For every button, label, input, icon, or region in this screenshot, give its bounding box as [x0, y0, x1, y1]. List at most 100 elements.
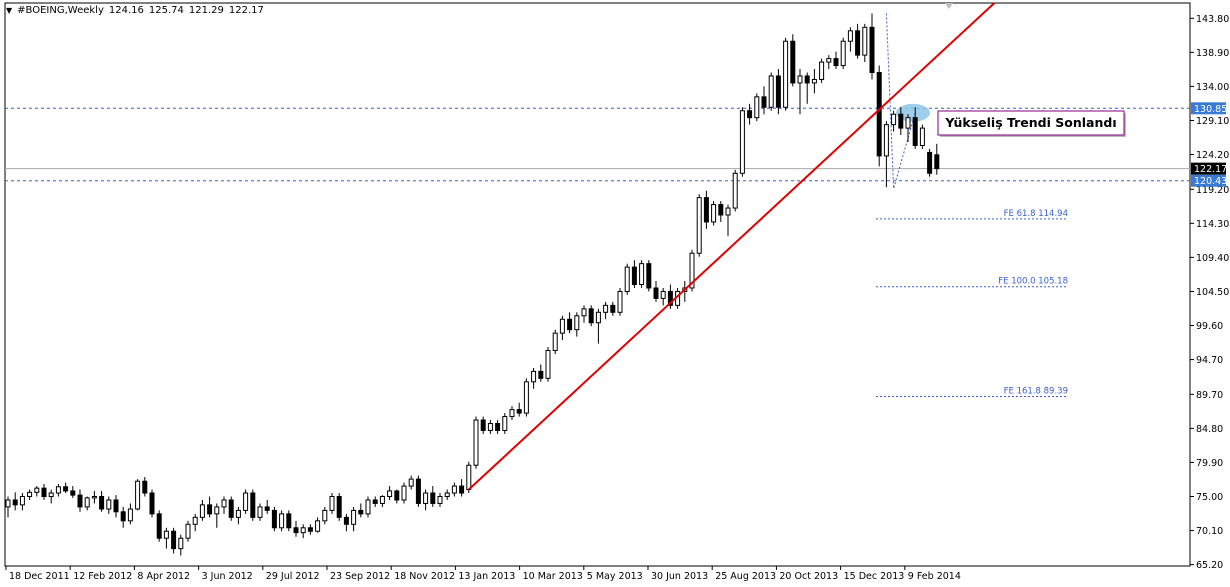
candle-bullish[interactable]: [617, 290, 623, 313]
candle-bullish[interactable]: [487, 423, 493, 431]
candle-bullish[interactable]: [5, 499, 11, 508]
candle-bullish[interactable]: [840, 40, 846, 67]
candle-bearish[interactable]: [833, 58, 839, 67]
candle-bearish[interactable]: [790, 40, 796, 84]
candle-bearish[interactable]: [588, 308, 594, 324]
candle-bullish[interactable]: [783, 40, 789, 108]
candle-bullish[interactable]: [444, 492, 450, 497]
candle-bullish[interactable]: [379, 495, 385, 504]
candle-bullish[interactable]: [315, 520, 321, 532]
uptrend-line[interactable]: [468, 2, 996, 491]
candle-bullish[interactable]: [27, 491, 33, 497]
candle-bullish[interactable]: [329, 495, 335, 511]
candle-bullish[interactable]: [257, 506, 263, 518]
candle-bearish[interactable]: [898, 113, 904, 129]
candle-bearish[interactable]: [228, 499, 234, 518]
candle-bearish[interactable]: [610, 304, 616, 313]
candle-bearish[interactable]: [271, 509, 277, 529]
candle-bullish[interactable]: [531, 370, 537, 383]
candle-bearish[interactable]: [667, 290, 673, 306]
candle-bullish[interactable]: [523, 381, 529, 414]
candle-bullish[interactable]: [163, 530, 169, 539]
candle-bearish[interactable]: [934, 154, 940, 170]
candle-bullish[interactable]: [768, 75, 774, 108]
candle-bearish[interactable]: [41, 487, 47, 497]
candle-bearish[interactable]: [293, 527, 299, 534]
candle-bullish[interactable]: [84, 497, 90, 508]
candle-bullish[interactable]: [48, 492, 54, 497]
candle-bearish[interactable]: [747, 110, 753, 119]
candle-bullish[interactable]: [797, 75, 803, 84]
candle-bullish[interactable]: [502, 416, 508, 431]
candle-bearish[interactable]: [538, 370, 544, 379]
candle-bearish[interactable]: [430, 492, 436, 504]
candle-bearish[interactable]: [286, 513, 292, 529]
candle-bullish[interactable]: [91, 495, 97, 499]
candle-bullish[interactable]: [739, 110, 745, 174]
candle-bearish[interactable]: [142, 480, 148, 494]
candle-bullish[interactable]: [178, 537, 184, 550]
candle-bullish[interactable]: [891, 113, 897, 126]
candle-bearish[interactable]: [113, 499, 119, 513]
candle-bearish[interactable]: [77, 494, 83, 508]
candle-bearish[interactable]: [343, 516, 349, 525]
candle-bearish[interactable]: [495, 423, 501, 431]
candle-bearish[interactable]: [761, 96, 767, 108]
candle-bearish[interactable]: [912, 117, 918, 146]
candle-bullish[interactable]: [221, 499, 227, 508]
candle-bullish[interactable]: [574, 315, 580, 331]
candle-bullish[interactable]: [595, 311, 601, 324]
candle-bearish[interactable]: [567, 318, 573, 331]
candle-bullish[interactable]: [552, 332, 558, 352]
candle-bullish[interactable]: [300, 527, 306, 534]
candle-bearish[interactable]: [775, 75, 781, 108]
candle-bearish[interactable]: [336, 495, 342, 518]
candle-bullish[interactable]: [559, 318, 565, 334]
candle-bearish[interactable]: [358, 509, 364, 515]
candle-bearish[interactable]: [149, 492, 155, 515]
candle-bearish[interactable]: [415, 478, 421, 504]
candle-bullish[interactable]: [466, 464, 472, 491]
candle-bullish[interactable]: [545, 350, 551, 379]
candle-bullish[interactable]: [624, 266, 630, 292]
candle-bearish[interactable]: [63, 486, 69, 492]
candle-bearish[interactable]: [207, 504, 213, 515]
candle-bullish[interactable]: [34, 487, 40, 493]
candle-bullish[interactable]: [509, 409, 515, 418]
candle-bearish[interactable]: [307, 527, 313, 532]
candle-bullish[interactable]: [581, 308, 587, 317]
candle-bullish[interactable]: [689, 252, 695, 289]
candle-bearish[interactable]: [718, 204, 724, 216]
candle-bullish[interactable]: [214, 506, 220, 515]
candle-bearish[interactable]: [99, 495, 105, 510]
candle-bearish[interactable]: [869, 26, 875, 74]
candle-bullish[interactable]: [192, 516, 198, 525]
candle-bullish[interactable]: [423, 492, 429, 504]
candle-bullish[interactable]: [199, 504, 205, 518]
candle-bullish[interactable]: [185, 523, 191, 539]
candle-bullish[interactable]: [473, 419, 479, 466]
candle-bearish[interactable]: [250, 492, 256, 518]
candle-bearish[interactable]: [646, 263, 652, 289]
candle-bearish[interactable]: [70, 490, 76, 496]
candle-bullish[interactable]: [819, 61, 825, 80]
candle-bullish[interactable]: [696, 197, 702, 254]
candle-bullish[interactable]: [725, 207, 731, 216]
candle-bullish[interactable]: [243, 492, 249, 511]
dropdown-arrow-icon[interactable]: ▼: [6, 6, 13, 15]
candle-bearish[interactable]: [516, 409, 522, 414]
candle-bullish[interactable]: [919, 127, 925, 146]
candle-bullish[interactable]: [351, 509, 357, 525]
candle-bearish[interactable]: [480, 419, 486, 431]
candle-bullish[interactable]: [365, 499, 371, 515]
candle-bullish[interactable]: [732, 172, 738, 209]
candle-bullish[interactable]: [883, 124, 889, 157]
candle-bearish[interactable]: [459, 485, 465, 494]
candle-bearish[interactable]: [927, 151, 933, 174]
candle-bearish[interactable]: [804, 75, 810, 84]
candle-bullish[interactable]: [451, 485, 457, 494]
candle-bullish[interactable]: [811, 78, 817, 84]
candle-bearish[interactable]: [372, 499, 378, 504]
annotation-box[interactable]: [937, 110, 1125, 136]
